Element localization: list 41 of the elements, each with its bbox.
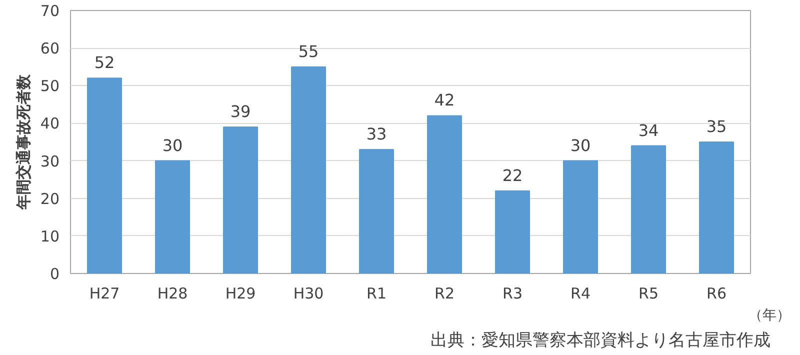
y-axis-title: 年間交通事故死者数	[14, 74, 32, 210]
y-tick-label: 10	[40, 227, 60, 246]
data-label: 22	[502, 166, 523, 185]
bar	[223, 126, 258, 274]
x-tick-label: H29	[225, 284, 256, 302]
x-tick-label: R3	[502, 284, 522, 302]
data-label: 33	[366, 124, 387, 144]
x-tick-label: R4	[570, 284, 590, 302]
data-label: 34	[638, 120, 659, 140]
data-label: 30	[162, 136, 183, 155]
data-label: 35	[706, 117, 727, 136]
bar	[359, 149, 394, 274]
y-tick-label: 20	[40, 190, 60, 208]
y-tick-label: 50	[40, 77, 60, 96]
bar	[291, 66, 326, 274]
y-tick-label: 0	[50, 265, 60, 283]
x-tick-label: R1	[366, 284, 386, 302]
bar	[87, 78, 122, 274]
y-tick-label: 30	[40, 152, 60, 170]
x-tick-label: H28	[157, 284, 188, 302]
bar	[155, 160, 190, 274]
text: （年）	[748, 308, 790, 324]
bar	[631, 145, 666, 274]
x-tick-label: R5	[638, 284, 658, 302]
bar	[427, 115, 462, 274]
x-tick-label: H27	[89, 284, 120, 302]
data-label: 52	[94, 53, 115, 72]
data-label: 55	[298, 42, 319, 61]
source-note: 出典：愛知県警察本部資料より名古屋市作成	[430, 330, 770, 350]
y-tick-label: 40	[40, 114, 60, 133]
data-label: 39	[230, 102, 251, 121]
bar	[495, 190, 530, 274]
x-tick-label: H30	[293, 284, 324, 302]
y-tick-label: 60	[40, 40, 60, 58]
y-tick-label: 70	[40, 2, 60, 20]
x-tick-label: R2	[434, 284, 454, 302]
bar	[563, 160, 598, 274]
data-label: 42	[434, 90, 455, 110]
x-tick-label: R6	[706, 284, 726, 302]
data-label: 30	[570, 136, 591, 155]
bar	[699, 142, 734, 274]
